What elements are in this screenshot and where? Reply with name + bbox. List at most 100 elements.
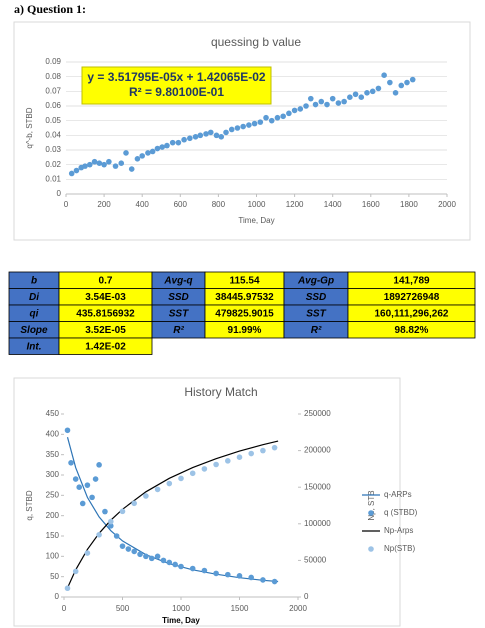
table-value: 38445.97532 <box>215 292 274 303</box>
data-point <box>178 563 184 570</box>
data-point <box>201 466 208 472</box>
data-point <box>307 95 314 102</box>
y-tick-label: 0.07 <box>45 86 61 95</box>
x-tick-label: 800 <box>212 200 226 209</box>
x-tick-label: 1800 <box>400 200 418 209</box>
data-point <box>169 139 176 146</box>
data-point <box>159 144 166 150</box>
data-point <box>102 508 108 515</box>
data-point <box>369 88 376 95</box>
data-point <box>119 543 126 549</box>
data-point <box>172 561 178 568</box>
data-point <box>187 135 193 142</box>
data-point <box>192 134 199 140</box>
data-point <box>257 119 264 125</box>
data-point <box>68 460 74 466</box>
data-point <box>358 94 365 100</box>
data-point <box>96 160 103 166</box>
data-point <box>87 161 93 168</box>
table-label: qi <box>30 308 39 319</box>
x-tick-label: 0 <box>62 604 67 613</box>
y-tick-label: 50 <box>50 572 59 581</box>
data-point <box>160 557 167 564</box>
y-tick-label: 0.03 <box>45 145 61 154</box>
x-axis-label: Time, Day <box>238 216 274 225</box>
table-value: 1892726948 <box>384 292 440 303</box>
data-point <box>392 90 399 96</box>
data-point <box>181 136 187 143</box>
data-point <box>213 461 219 468</box>
data-point <box>248 574 254 581</box>
data-point <box>236 573 243 579</box>
y2-tick-label: 100000 <box>304 519 331 528</box>
data-point <box>303 103 309 109</box>
data-point <box>149 148 156 155</box>
data-point <box>324 101 330 108</box>
data-point <box>352 91 359 98</box>
data-point <box>234 125 241 131</box>
table-value: 98.82% <box>395 325 429 336</box>
y-tick-label: 0.08 <box>45 72 61 81</box>
chart-area <box>13 377 401 627</box>
data-point <box>154 553 161 560</box>
data-point <box>148 555 155 562</box>
y-tick-label: 100 <box>46 551 60 560</box>
data-point <box>213 570 219 577</box>
x-tick-label: 1500 <box>231 604 249 613</box>
data-point <box>178 475 184 482</box>
table-label: R² <box>311 325 322 336</box>
data-point <box>189 565 196 572</box>
data-point <box>228 126 235 133</box>
data-point <box>64 585 71 592</box>
y-tick-label: 450 <box>46 409 60 418</box>
data-point <box>207 129 214 136</box>
data-point <box>123 150 129 156</box>
y-tick-label: 0.05 <box>45 116 61 125</box>
annotation: y = 3.51795E-05x + 1.42065E-02 <box>87 70 265 84</box>
x-tick-label: 1200 <box>286 200 304 209</box>
table-label: Avg-q <box>163 275 192 286</box>
table-label: SSD <box>306 292 327 303</box>
table-value-cell <box>347 321 476 339</box>
table-value: 3.54E-03 <box>85 292 126 303</box>
data-point <box>213 132 220 139</box>
data-point <box>112 163 119 169</box>
data-point <box>143 493 149 499</box>
data-point <box>387 79 393 86</box>
data-point <box>68 170 75 177</box>
data-point <box>409 76 416 83</box>
table-value: 160,111,296,262 <box>375 308 449 319</box>
data-point <box>108 518 114 525</box>
data-point <box>268 117 275 124</box>
data-point <box>128 166 135 172</box>
y-tick-label: 250 <box>46 490 60 499</box>
data-point <box>280 113 286 120</box>
table-label: b <box>31 275 37 286</box>
data-point <box>154 486 161 493</box>
data-point <box>335 100 342 106</box>
data-point <box>89 494 95 501</box>
legend-swatch <box>368 510 374 516</box>
data-point <box>398 82 405 89</box>
y-tick-label: 400 <box>46 429 60 438</box>
table-value: 141,789 <box>393 275 430 286</box>
data-point <box>166 559 173 566</box>
data-point <box>131 500 137 507</box>
data-point <box>375 85 382 92</box>
data-point <box>101 161 107 168</box>
data-point <box>131 548 137 555</box>
data-point <box>248 450 254 457</box>
data-point <box>312 101 319 108</box>
data-point <box>236 454 243 460</box>
x-tick-label: 1600 <box>362 200 380 209</box>
y2-tick-label: 50000 <box>304 556 327 565</box>
x-axis-label: Time, Day <box>162 616 200 625</box>
data-point <box>84 482 91 488</box>
table-label: Slope <box>20 325 48 336</box>
data-point <box>381 72 387 78</box>
data-point <box>197 132 204 139</box>
data-point <box>73 167 80 174</box>
y2-tick-label: 250000 <box>304 409 331 418</box>
y-tick-label: 300 <box>46 470 60 479</box>
data-point <box>364 90 370 96</box>
